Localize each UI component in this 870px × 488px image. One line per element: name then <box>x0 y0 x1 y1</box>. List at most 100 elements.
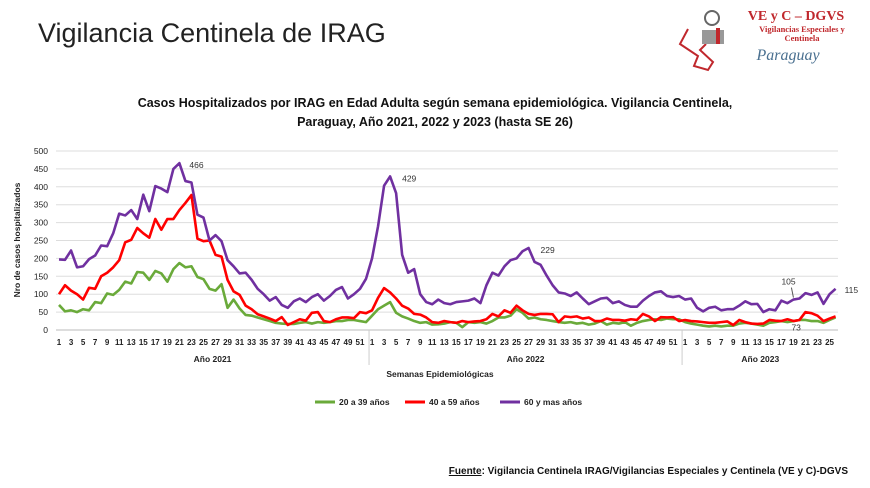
x-tick-label: 9 <box>105 338 110 347</box>
svg-text:Vigilancias Especiales y: Vigilancias Especiales y <box>759 24 845 34</box>
x-tick-label: 35 <box>259 338 268 347</box>
x-tick-label: 17 <box>777 338 786 347</box>
y-tick-label: 150 <box>34 271 48 281</box>
x-tick-label: 13 <box>127 338 136 347</box>
y-tick-label: 300 <box>34 218 48 228</box>
x-tick-label: 21 <box>175 338 184 347</box>
x-tick-label: 9 <box>418 338 423 347</box>
x-tick-label: 23 <box>813 338 822 347</box>
x-tick-label: 19 <box>789 338 798 347</box>
series-line-1 <box>57 193 837 327</box>
x-tick-label: 39 <box>596 338 605 347</box>
x-group-label: Año 2021 <box>194 354 232 364</box>
chart-title-line1: Casos Hospitalizados por IRAG en Edad Ad… <box>137 96 733 110</box>
x-tick-label: 11 <box>741 338 750 347</box>
x-tick-label: 19 <box>163 338 172 347</box>
y-tick-label: 100 <box>34 289 48 299</box>
leader-line <box>790 287 794 298</box>
series-line-0 <box>58 261 837 329</box>
x-tick-label: 35 <box>572 338 581 347</box>
x-tick-label: 29 <box>223 338 232 347</box>
x-tick-label: 27 <box>524 338 533 347</box>
x-tick-label: 25 <box>199 338 208 347</box>
x-tick-label: 17 <box>464 338 473 347</box>
x-tick-label: 15 <box>452 338 461 347</box>
x-tick-label: 27 <box>211 338 220 347</box>
data-label: 466 <box>189 160 203 170</box>
y-tick-label: 350 <box>34 200 48 210</box>
x-tick-label: 33 <box>247 338 256 347</box>
source-note: Fuente: Vigilancia Centinela IRAG/Vigila… <box>449 466 848 477</box>
x-tick-label: 37 <box>584 338 593 347</box>
x-tick-label: 23 <box>500 338 509 347</box>
series-line-2 <box>58 161 837 314</box>
x-tick-label: 25 <box>512 338 521 347</box>
x-tick-label: 7 <box>719 338 724 347</box>
x-tick-label: 45 <box>319 338 328 347</box>
x-tick-label: 1 <box>370 338 375 347</box>
x-tick-label: 7 <box>406 338 411 347</box>
svg-text:Paraguay: Paraguay <box>755 47 820 64</box>
x-tick-label: 43 <box>307 338 316 347</box>
x-tick-label: 5 <box>707 338 712 347</box>
x-tick-label: 23 <box>187 338 196 347</box>
x-tick-label: 11 <box>115 338 124 347</box>
x-tick-label: 51 <box>669 338 678 347</box>
x-tick-label: 1 <box>683 338 688 347</box>
y-tick-label: 250 <box>34 236 48 246</box>
x-group-label: Año 2023 <box>741 354 779 364</box>
x-tick-label: 5 <box>394 338 399 347</box>
page-title: Vigilancia Centinela de IRAG <box>38 18 386 48</box>
x-tick-label: 49 <box>344 338 353 347</box>
x-tick-label: 37 <box>271 338 280 347</box>
source-label: Fuente <box>448 466 482 477</box>
data-label: 115 <box>845 285 859 295</box>
x-tick-label: 1 <box>57 338 62 347</box>
x-tick-label: 25 <box>825 338 834 347</box>
x-tick-label: 15 <box>139 338 148 347</box>
x-tick-label: 13 <box>440 338 449 347</box>
legend-label: 20 a 39 años <box>339 397 390 407</box>
x-tick-label: 15 <box>765 338 774 347</box>
x-tick-label: 3 <box>69 338 74 347</box>
x-tick-label: 9 <box>731 338 736 347</box>
x-tick-label: 33 <box>560 338 569 347</box>
x-group-label: Año 2022 <box>507 354 545 364</box>
legend-label: 40 a 59 años <box>429 397 480 407</box>
y-axis-label: Nro de casos hospitalizados <box>12 182 22 297</box>
x-tick-label: 31 <box>548 338 557 347</box>
data-label: 429 <box>402 173 416 183</box>
x-tick-label: 47 <box>331 338 340 347</box>
chart-subtitle: Paraguay, Año 2021, 2022 y 2023 (hasta S… <box>297 115 573 129</box>
y-tick-label: 0 <box>43 325 48 335</box>
y-tick-label: 450 <box>34 164 48 174</box>
x-tick-label: 51 <box>356 338 365 347</box>
x-tick-label: 11 <box>428 338 437 347</box>
y-tick-label: 50 <box>39 307 49 317</box>
x-tick-label: 21 <box>488 338 497 347</box>
data-label: 73 <box>791 322 801 332</box>
ve-y-c-dgvs-logo: VE y C – DGVS Vigilancias Especiales y C… <box>678 9 846 72</box>
x-tick-label: 49 <box>657 338 666 347</box>
source-text: : Vigilancia Centinela IRAG/Vigilancias … <box>481 466 848 477</box>
y-tick-label: 400 <box>34 182 48 192</box>
chart-title: Casos Hospitalizados por IRAG en Edad Ad… <box>0 94 870 132</box>
y-tick-label: 200 <box>34 253 48 263</box>
x-tick-label: 47 <box>645 338 654 347</box>
x-tick-label: 21 <box>801 338 810 347</box>
x-tick-label: 3 <box>695 338 700 347</box>
x-tick-label: 45 <box>632 338 641 347</box>
legend-label: 60 y mas años <box>524 397 582 407</box>
x-tick-label: 17 <box>151 338 160 347</box>
x-tick-label: 7 <box>93 338 98 347</box>
data-label: 105 <box>781 277 795 287</box>
svg-text:Centinela: Centinela <box>785 33 821 43</box>
x-axis-label: Semanas Epidemiológicas <box>386 369 494 379</box>
x-tick-label: 29 <box>536 338 545 347</box>
x-tick-label: 3 <box>382 338 387 347</box>
svg-text:VE y C – DGVS: VE y C – DGVS <box>748 9 845 24</box>
x-tick-label: 31 <box>235 338 244 347</box>
x-tick-label: 19 <box>476 338 485 347</box>
x-tick-label: 41 <box>295 338 304 347</box>
